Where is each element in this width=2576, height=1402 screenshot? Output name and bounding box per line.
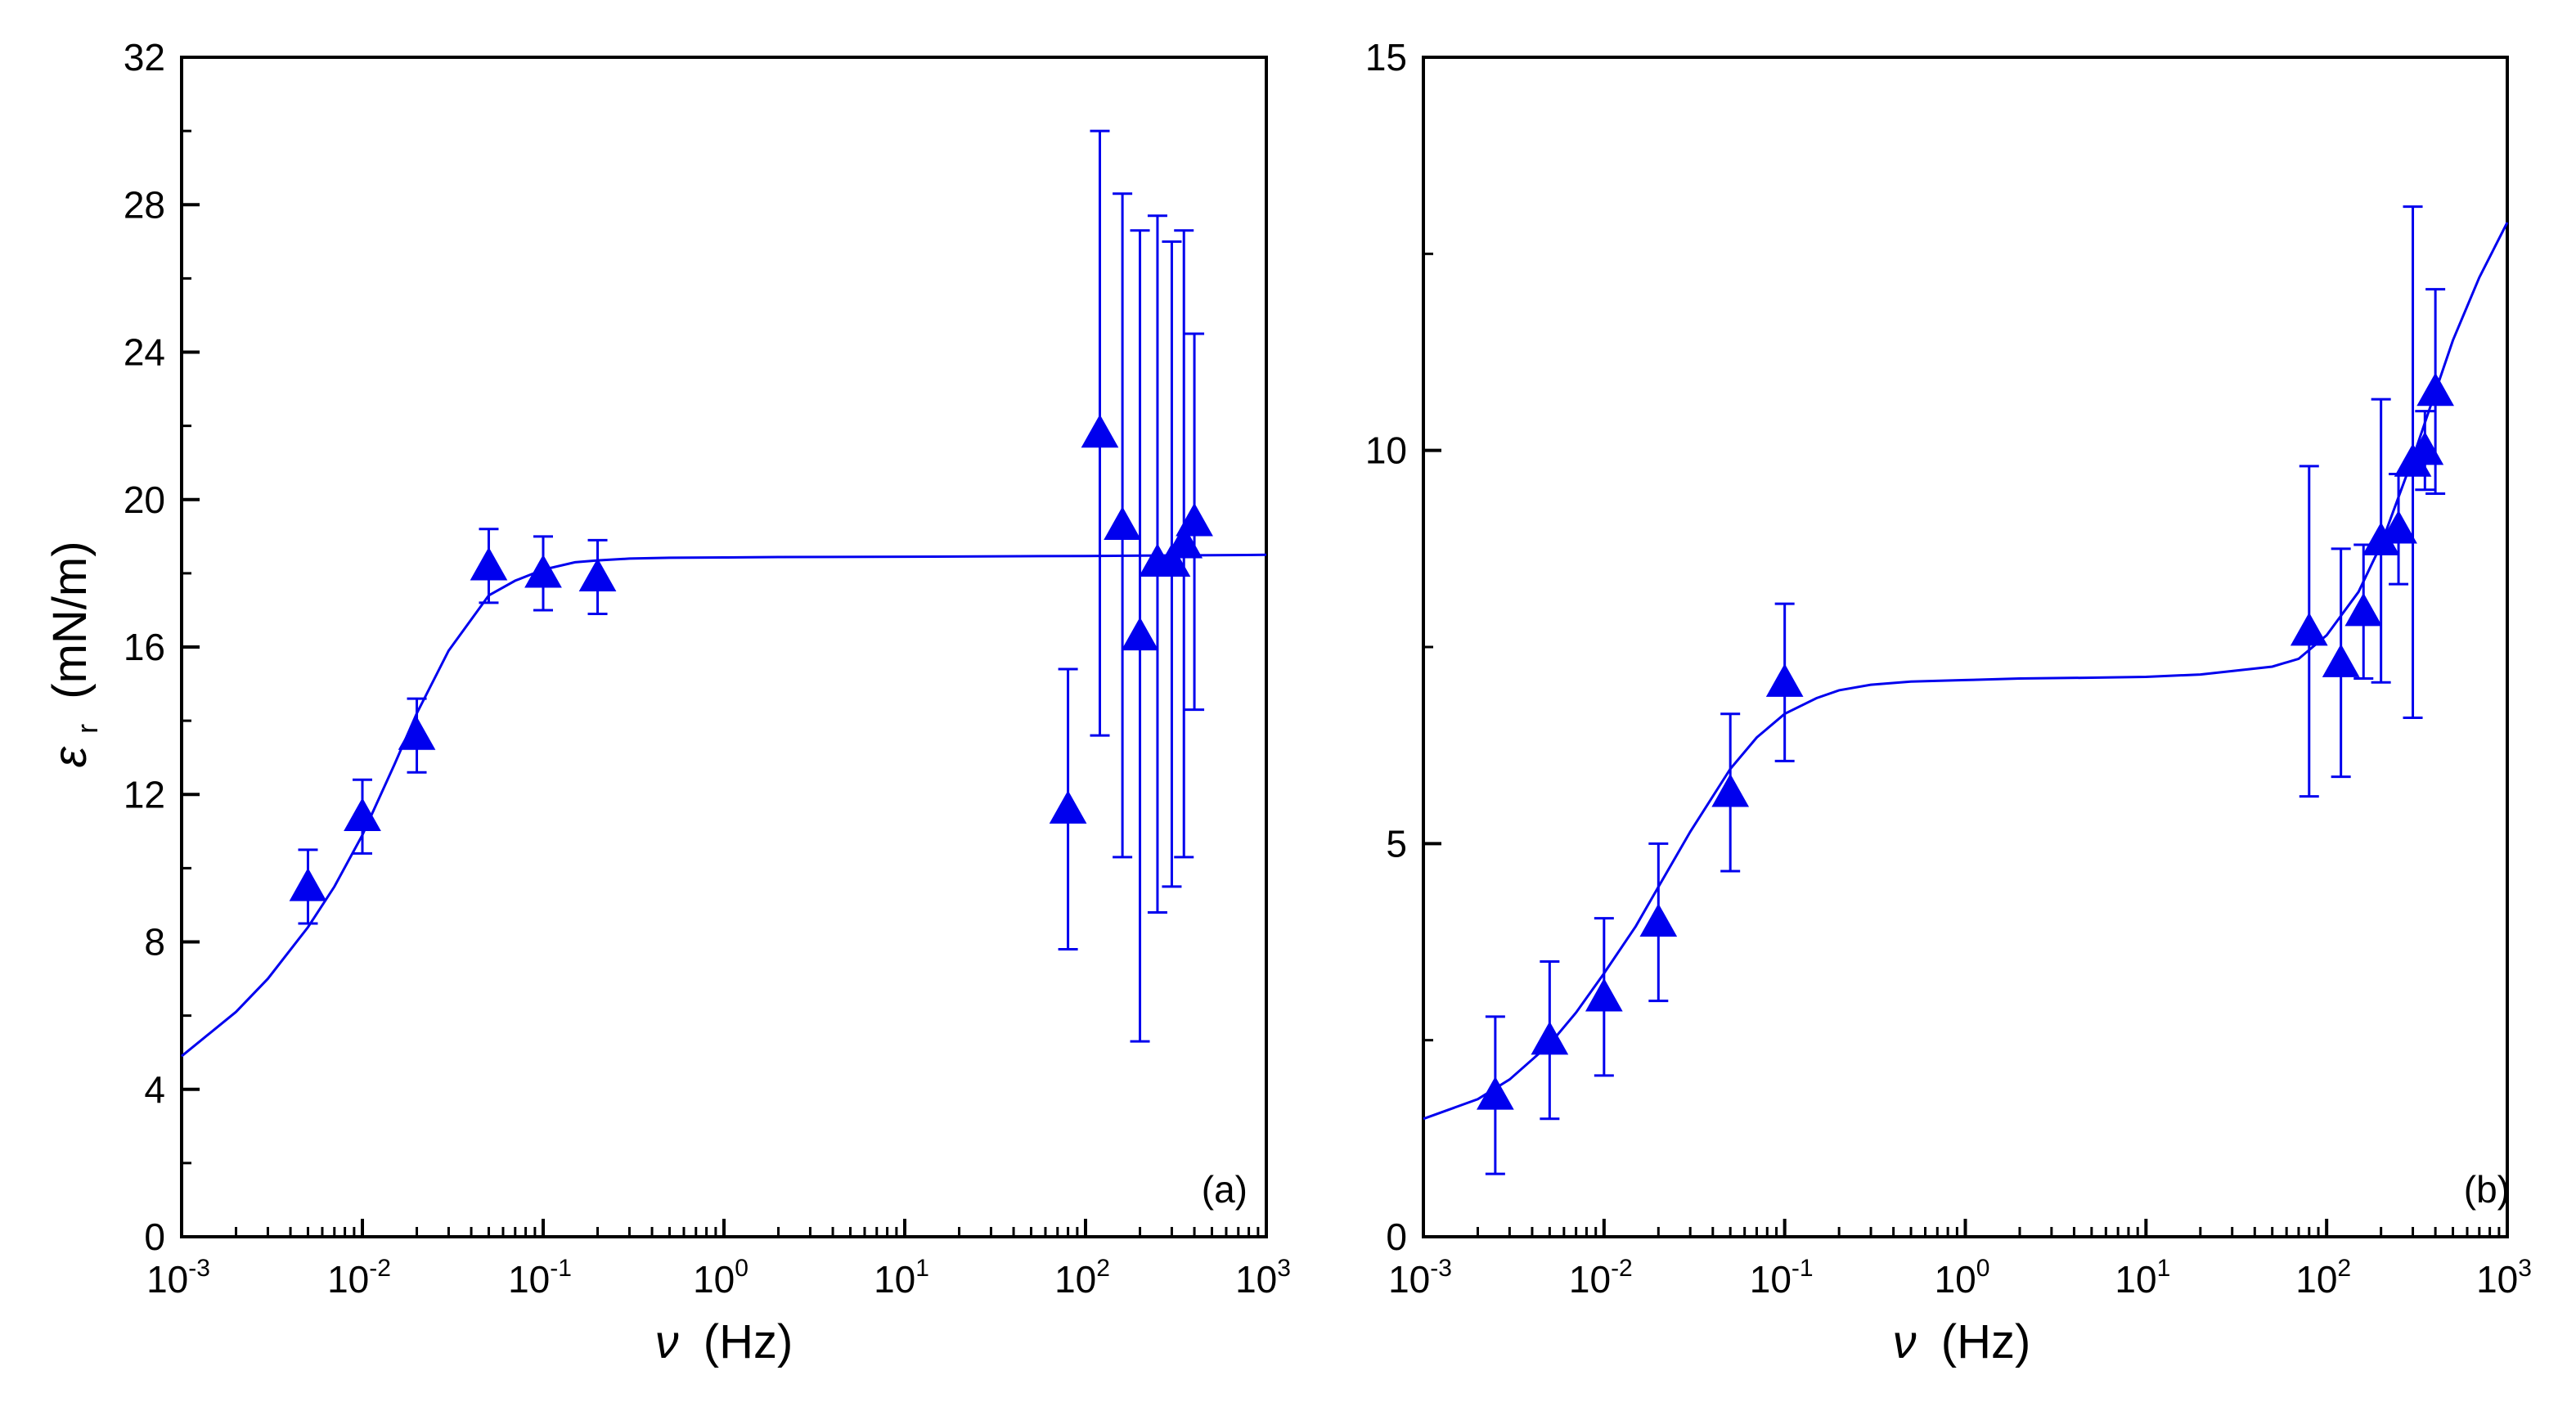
- panel-a-y-tick-label: 32: [124, 36, 165, 79]
- panel-b-x-axis-symbol: ν: [1893, 1315, 1917, 1368]
- panel-b-x-tick-label: 100: [1935, 1255, 1990, 1301]
- panel-a-data-point: [1081, 414, 1119, 448]
- panel-a-data-point: [1153, 543, 1191, 577]
- panel-a: 10-3 10-2 10-1 100 101 102 103048121620242832 …: [43, 36, 1291, 1368]
- panel-a-marks: 10-3 10-2 10-1 100 101 102 103 0 4 8 12 16 20 24 28 32: [124, 36, 1291, 1301]
- panel-b-data-point: [1711, 773, 1750, 807]
- panel-a-x-tick-label: 100: [693, 1255, 749, 1301]
- panel-b-data-point: [2322, 644, 2360, 677]
- panel-a-y-axis-subscript: r: [70, 724, 104, 734]
- panel-a-data-point: [1121, 617, 1159, 651]
- panel-b-x-tick-label: 10-3: [1388, 1255, 1452, 1301]
- panel-a-y-axis-title: ε r (mN/m): [43, 541, 108, 767]
- panel-b-x-tick-label: 10-1: [1750, 1255, 1814, 1301]
- panel-b-y-tick-label: 10: [1365, 429, 1407, 472]
- panel-a-fit-curve: [181, 553, 1267, 1058]
- panel-a-x-tick-label: 10-1: [508, 1255, 572, 1301]
- panel-a-y-tick-label: 4: [144, 1068, 165, 1111]
- panel-a-y-tick-label: 24: [124, 331, 165, 374]
- panel-a-y-tick-label: 16: [124, 626, 165, 668]
- panel-a-y-tick-label: 0: [144, 1216, 165, 1258]
- panel-b-x-axis-title: ν (Hz): [1893, 1315, 2031, 1368]
- panel-b-x-tick-label: 103: [2476, 1255, 2532, 1301]
- panel-a-data-point: [470, 546, 508, 581]
- panel-a-x-axis-symbol: ν: [655, 1315, 679, 1368]
- panel-a-y-tick-label: 12: [124, 773, 165, 816]
- panel-a-label: (a): [1202, 1168, 1248, 1211]
- panel-a-x-axis-unit: (Hz): [704, 1315, 793, 1368]
- panel-a-data-point: [289, 867, 327, 901]
- panel-a-data-point: [1104, 506, 1141, 540]
- panel-a-y-axis-unit: (mN/m): [43, 541, 97, 699]
- panel-a-data-point: [344, 798, 381, 831]
- panel-b-data-point: [2406, 431, 2444, 465]
- panel-b: 10-3 10-2 10-1 100 101 102 103 0 5 10 15 (b) ν (Hz…: [1365, 36, 2532, 1368]
- panel-b-data-point: [1585, 977, 1623, 1012]
- panel-a-data-point: [1176, 502, 1213, 537]
- panel-a-x-axis-title: ν (Hz): [655, 1315, 793, 1368]
- panel-a-data-point: [1049, 790, 1087, 824]
- panel-b-data-point: [1639, 903, 1678, 937]
- panel-a-x-tick-label: 102: [1054, 1255, 1110, 1301]
- panel-b-plot-frame: [1422, 56, 2509, 1238]
- panel-b-x-tick-label: 102: [2295, 1255, 2351, 1301]
- panel-a-data-point: [398, 717, 436, 750]
- panel-b-x-tick-label: 10-2: [1569, 1255, 1633, 1301]
- panel-a-y-tick-label: 28: [124, 183, 165, 226]
- panel-a-x-tick-label: 10-3: [146, 1255, 210, 1301]
- panel-b-fit-curve: [1423, 222, 2509, 1121]
- panel-a-y-axis-symbol: ε: [43, 746, 97, 768]
- panel-a-x-tick-label: 103: [1235, 1255, 1291, 1301]
- panel-b-y-tick-label: 0: [1386, 1216, 1407, 1258]
- panel-b-data-point: [2380, 510, 2417, 544]
- panel-a-data-point: [524, 554, 562, 588]
- panel-a-x-tick-label: 10-2: [327, 1255, 391, 1301]
- panel-b-data-point: [1477, 1076, 1514, 1110]
- panel-b-y-tick-label: 15: [1365, 36, 1407, 79]
- panel-a-y-tick-label: 8: [144, 921, 165, 964]
- panel-b-x-axis-unit: (Hz): [1941, 1315, 2031, 1368]
- panel-a-data-point: [1165, 524, 1203, 559]
- panel-b-marks: 10-3 10-2 10-1 100 101 102 103 0 5 10 15: [1365, 36, 2532, 1301]
- panel-a-plot-frame: [180, 56, 1268, 1238]
- panel-b-data-point: [1765, 663, 1804, 697]
- panel-b-x-tick-label: 101: [2115, 1255, 2170, 1301]
- panel-a-x-tick-label: 101: [874, 1255, 929, 1301]
- panel-b-data-point: [2344, 592, 2383, 627]
- panel-b-data-point: [2290, 612, 2328, 646]
- panel-a-y-tick-label: 20: [124, 479, 165, 521]
- panel-b-label: (b): [2464, 1168, 2510, 1211]
- panel-a-data-point: [578, 558, 617, 592]
- panel-b-data-point: [2416, 372, 2454, 407]
- panel-b-y-tick-label: 5: [1386, 822, 1407, 865]
- panel-b-data-point: [1531, 1021, 1569, 1055]
